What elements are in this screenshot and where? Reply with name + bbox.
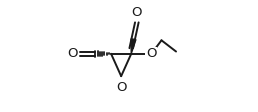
Text: O: O — [116, 81, 126, 94]
Text: O: O — [132, 6, 142, 19]
Text: O: O — [146, 47, 157, 60]
Polygon shape — [131, 39, 136, 54]
Text: O: O — [67, 47, 77, 60]
